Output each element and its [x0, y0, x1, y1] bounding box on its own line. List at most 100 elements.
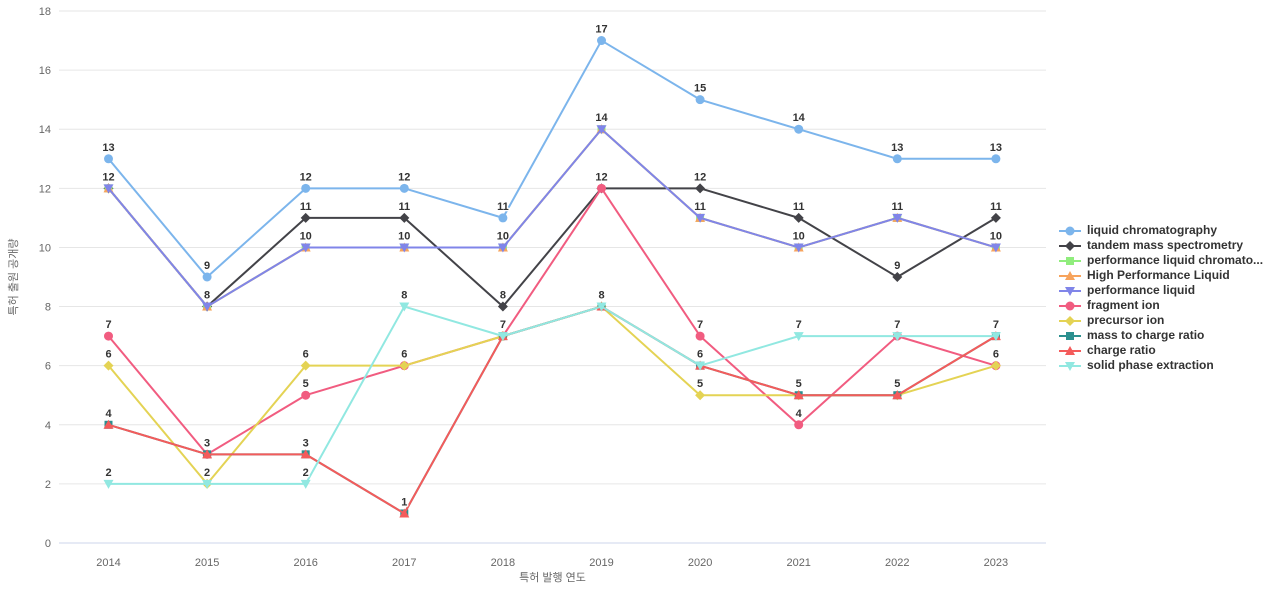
liquid-chromatography-marker-icon: [1059, 226, 1081, 235]
svg-text:2: 2: [105, 467, 111, 479]
svg-text:4: 4: [45, 420, 51, 432]
svg-text:1: 1: [401, 496, 407, 508]
series-solid-phase-extraction[interactable]: [103, 302, 1001, 489]
svg-text:5: 5: [796, 378, 802, 390]
legend-item-label: liquid chromatography: [1087, 223, 1218, 237]
svg-text:2021: 2021: [786, 557, 810, 569]
svg-text:6: 6: [303, 349, 309, 361]
legend-item-precursor-ion[interactable]: precursor ion: [1059, 313, 1263, 328]
x-axis-title: 특허 발행 연도: [519, 571, 586, 584]
svg-text:10: 10: [793, 230, 805, 242]
svg-text:15: 15: [694, 83, 706, 95]
series-liquid-chromatography[interactable]: [104, 36, 1001, 282]
legend-item-fragment-ion[interactable]: fragment ion: [1059, 298, 1263, 313]
svg-text:12: 12: [595, 171, 607, 183]
svg-text:7: 7: [894, 319, 900, 331]
legend-item-label: charge ratio: [1087, 343, 1156, 357]
legend-item-label: mass to charge ratio: [1087, 328, 1205, 342]
svg-text:8: 8: [598, 290, 604, 302]
series-charge-ratio[interactable]: [103, 301, 1001, 518]
svg-text:4: 4: [796, 408, 803, 420]
mass-to-charge-ratio-marker-icon: [1059, 331, 1081, 340]
svg-text:10: 10: [497, 230, 509, 242]
svg-text:7: 7: [796, 319, 802, 331]
legend-item-label: fragment ion: [1087, 298, 1160, 312]
svg-text:2017: 2017: [392, 557, 416, 569]
svg-text:9: 9: [204, 260, 210, 272]
svg-text:7: 7: [697, 319, 703, 331]
svg-text:8: 8: [45, 302, 51, 314]
svg-text:11: 11: [497, 201, 509, 213]
svg-text:5: 5: [697, 378, 703, 390]
svg-text:10: 10: [990, 230, 1002, 242]
svg-text:2015: 2015: [195, 557, 219, 569]
svg-text:2016: 2016: [293, 557, 317, 569]
svg-text:2018: 2018: [491, 557, 515, 569]
svg-text:2: 2: [204, 467, 210, 479]
legend-item-charge-ratio[interactable]: charge ratio: [1059, 343, 1263, 358]
legend-item-mass-to-charge-ratio[interactable]: mass to charge ratio: [1059, 328, 1263, 343]
svg-text:5: 5: [894, 378, 900, 390]
svg-text:11: 11: [990, 201, 1002, 213]
legend-item-label: performance liquid: [1087, 283, 1196, 297]
svg-text:4: 4: [105, 408, 112, 420]
legend-item-solid-phase-extraction[interactable]: solid phase extraction: [1059, 358, 1263, 373]
svg-text:12: 12: [39, 183, 51, 195]
y-axis-tick-labels: 0 2 4 6 8 10 12 14 16 18: [39, 6, 51, 550]
legend-item-performance-liquid-chromato[interactable]: performance liquid chromato...: [1059, 253, 1263, 268]
performance-liquid-chromato-marker-icon: [1059, 256, 1081, 265]
svg-text:17: 17: [595, 24, 607, 36]
svg-text:3: 3: [204, 437, 210, 449]
svg-text:13: 13: [102, 142, 114, 154]
svg-text:11: 11: [398, 201, 410, 213]
svg-text:9: 9: [894, 260, 900, 272]
legend-item-performance-liquid[interactable]: performance liquid: [1059, 283, 1263, 298]
svg-text:7: 7: [993, 319, 999, 331]
legend-item-label: performance liquid chromato...: [1087, 253, 1264, 267]
y-axis-title: 특허 출원 공개량: [7, 239, 20, 316]
svg-text:10: 10: [398, 230, 410, 242]
svg-text:3: 3: [303, 437, 309, 449]
legend-item-label: solid phase extraction: [1087, 358, 1214, 372]
svg-text:12: 12: [300, 171, 312, 183]
performance-liquid-marker-icon: [1059, 286, 1081, 296]
svg-text:8: 8: [500, 290, 506, 302]
svg-text:6: 6: [45, 361, 51, 373]
svg-text:0: 0: [45, 538, 51, 550]
fragment-ion-marker-icon: [1059, 301, 1081, 310]
svg-text:11: 11: [793, 201, 805, 213]
svg-text:8: 8: [204, 290, 210, 302]
svg-text:14: 14: [595, 112, 608, 124]
charge-ratio-marker-icon: [1059, 345, 1081, 355]
svg-text:18: 18: [39, 6, 51, 18]
legend-item-label: tandem mass spectrometry: [1087, 238, 1244, 252]
svg-text:11: 11: [300, 201, 312, 213]
svg-text:13: 13: [990, 142, 1002, 154]
svg-text:2022: 2022: [885, 557, 909, 569]
legend-item-liquid-chromatography[interactable]: liquid chromatography: [1059, 223, 1263, 238]
svg-text:6: 6: [993, 349, 999, 361]
svg-text:7: 7: [500, 319, 506, 331]
svg-text:12: 12: [398, 171, 410, 183]
svg-text:14: 14: [793, 112, 806, 124]
series-high-performance-liquid[interactable]: [103, 124, 1001, 311]
legend-item-high-performance-liquid[interactable]: High Performance Liquid: [1059, 268, 1263, 283]
svg-text:11: 11: [694, 201, 706, 213]
legend-item-label: precursor ion: [1087, 313, 1165, 327]
series-mass-to-charge-ratio[interactable]: [104, 302, 1000, 518]
legend-item-tandem-mass-spectrometry[interactable]: tandem mass spectrometry: [1059, 238, 1263, 253]
svg-text:11: 11: [891, 201, 903, 213]
svg-text:16: 16: [39, 65, 51, 77]
svg-text:5: 5: [303, 378, 309, 390]
series-performance-liquid[interactable]: [103, 125, 1001, 312]
chart-legend: liquid chromatography tandem mass spectro…: [1059, 223, 1263, 373]
svg-text:14: 14: [39, 124, 51, 136]
svg-text:10: 10: [300, 230, 312, 242]
precursor-ion-marker-icon: [1059, 315, 1081, 326]
x-axis-tick-labels: 2014 2015 2016 2017 2018 2019 2020 2021 2022 2023: [96, 557, 1008, 569]
series-performance-liquid-chromato[interactable]: [104, 125, 1000, 311]
svg-text:8: 8: [401, 290, 407, 302]
